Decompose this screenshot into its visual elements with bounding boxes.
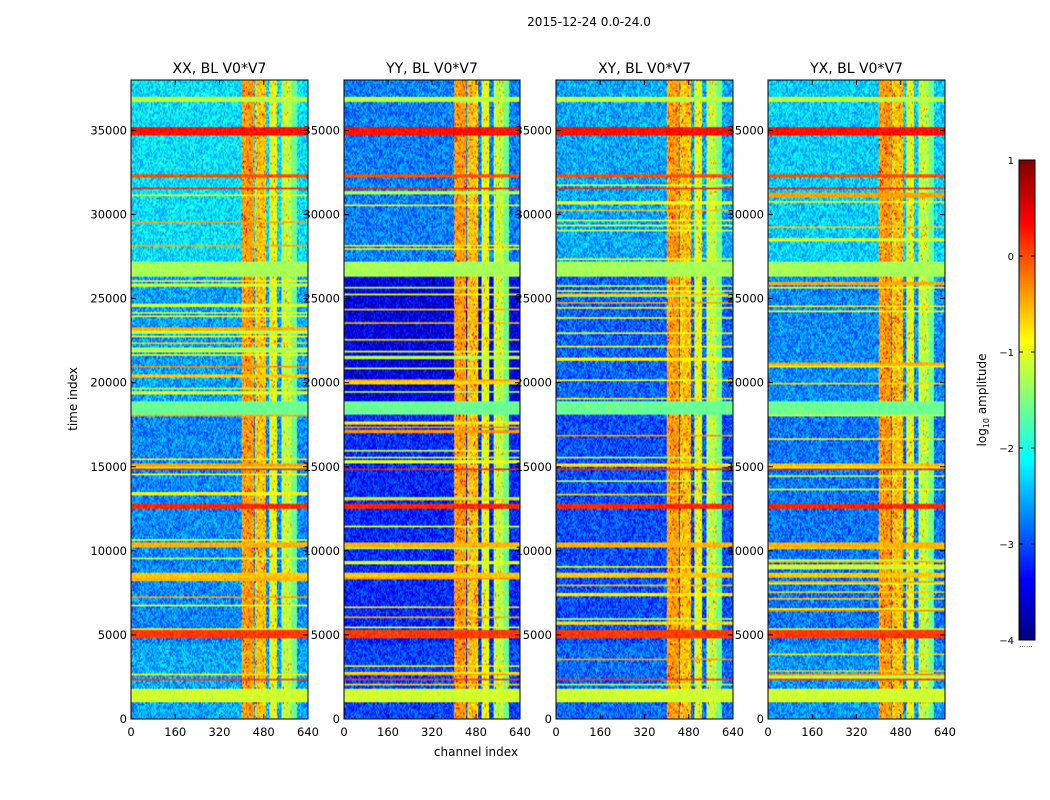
x-tick-label: 0 — [127, 725, 134, 739]
panel-xy: XY, BL V0*V7 0 160 320 480 640 0 5000 10000 1500… — [515, 61, 744, 739]
colorbar-label: log10 amplitude — [975, 354, 991, 447]
x-tick-label: 0 — [552, 725, 559, 739]
y-tick-label: 25000 — [727, 292, 764, 306]
x-tick-label: 480 — [678, 725, 700, 739]
x-tick-label: 160 — [589, 725, 611, 739]
x-tick-label: 640 — [509, 725, 531, 739]
y-tick-label: 10000 — [90, 544, 127, 558]
x-tick-label: 640 — [934, 725, 956, 739]
x-tick-label: 480 — [890, 725, 912, 739]
colorbar-tick-label: 0 — [1008, 252, 1014, 263]
y-tick-label: 10000 — [303, 544, 340, 558]
x-tick-label: 320 — [846, 725, 868, 739]
heatmap-image-yy — [344, 80, 520, 719]
x-tick-label: 0 — [764, 725, 771, 739]
x-tick-label: 320 — [209, 725, 231, 739]
x-tick-label: 480 — [253, 725, 275, 739]
x-tick-label: 160 — [164, 725, 186, 739]
y-tick-label: 35000 — [90, 123, 127, 137]
y-tick-label: 5000 — [311, 628, 340, 642]
y-tick-label: 5000 — [98, 628, 127, 642]
colorbar-tick-label: 1 — [1008, 156, 1014, 167]
y-tick-label: 25000 — [303, 292, 340, 306]
panel-yx: YX, BL V0*V7 0 160 320 480 640 0 5000 10000 1500… — [727, 61, 956, 739]
colorbar: −4 −3 −2 −1 0 1 log10 amplitude ...... — [975, 156, 1036, 649]
y-tick-label: 10000 — [515, 544, 552, 558]
y-tick-label: 15000 — [303, 460, 340, 474]
x-tick-label: 160 — [801, 725, 823, 739]
y-tick-label: 20000 — [90, 376, 127, 390]
x-tick-label: 640 — [297, 725, 319, 739]
panel-yy: YY, BL V0*V7 0 160 320 480 640 0 5000 10000 1500… — [303, 61, 531, 739]
colorbar-tick-label: −2 — [999, 444, 1014, 455]
colorbar-gradient — [1019, 160, 1035, 640]
y-tick-label: 15000 — [515, 460, 552, 474]
colorbar-tick-label: −1 — [999, 348, 1014, 359]
heatmap-image-xx — [131, 80, 308, 719]
y-tick-label: 30000 — [727, 208, 764, 222]
colorbar-extend-dots: ...... — [1019, 641, 1032, 649]
figure-suptitle: 2015-12-24 0.0-24.0 — [527, 15, 651, 29]
y-tick-label: 25000 — [515, 292, 552, 306]
y-tick-label: 20000 — [303, 376, 340, 390]
x-tick-label: 0 — [340, 725, 347, 739]
y-tick-label: 15000 — [90, 460, 127, 474]
y-tick-label: 5000 — [523, 628, 552, 642]
y-tick-label: 30000 — [515, 208, 552, 222]
y-tick-label: 20000 — [515, 376, 552, 390]
x-tick-label: 480 — [465, 725, 487, 739]
y-tick-label: 30000 — [303, 208, 340, 222]
y-tick-label: 15000 — [727, 460, 764, 474]
y-tick-label: 20000 — [727, 376, 764, 390]
x-tick-label: 320 — [421, 725, 443, 739]
heatmap-image-yx — [768, 80, 945, 719]
y-axis-label: time index — [66, 367, 80, 431]
panel-title-xx: XX, BL V0*V7 — [173, 61, 267, 77]
y-tick-label: 35000 — [515, 123, 552, 137]
heatmap-image-xy — [556, 80, 733, 719]
x-axis-label: channel index — [434, 745, 518, 759]
y-tick-label: 35000 — [303, 123, 340, 137]
y-tick-label: 0 — [333, 712, 340, 726]
colorbar-ticks: −4 −3 −2 −1 0 1 — [999, 156, 1035, 647]
y-tick-label: 35000 — [727, 123, 764, 137]
y-tick-label: 0 — [545, 712, 552, 726]
y-tick-label: 25000 — [90, 292, 127, 306]
panel-title-yx: YX, BL V0*V7 — [809, 61, 903, 77]
y-tick-label: 0 — [120, 712, 127, 726]
x-tick-label: 640 — [722, 725, 744, 739]
colorbar-tick-label: −4 — [999, 636, 1014, 647]
y-tick-label: 0 — [757, 712, 764, 726]
panel-title-xy: XY, BL V0*V7 — [598, 61, 691, 77]
panel-xx: XX, BL V0*V7 0 160 320 480 640 0 5000 10000 1500… — [90, 61, 319, 739]
colorbar-tick-label: −3 — [999, 540, 1014, 551]
y-tick-label: 5000 — [735, 628, 764, 642]
y-tick-label: 30000 — [90, 208, 127, 222]
x-tick-label: 320 — [634, 725, 656, 739]
panel-title-yy: YY, BL V0*V7 — [385, 61, 478, 77]
x-tick-label: 160 — [377, 725, 399, 739]
y-tick-label: 10000 — [727, 544, 764, 558]
colorbar-frame — [1018, 159, 1036, 641]
